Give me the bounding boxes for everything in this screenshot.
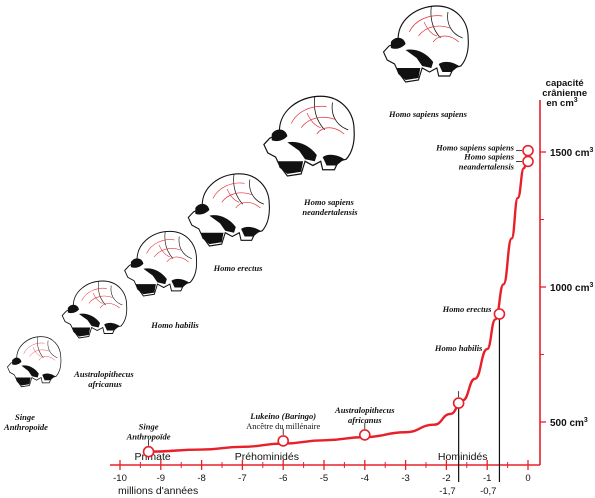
y-axis-label-line: crânienne (542, 88, 587, 99)
data-point-label-line: Homo erectus (442, 304, 493, 314)
skull-label-australopithecus: Australopithecus africanus (73, 369, 136, 389)
data-point-label-line: Homo sapiens sapiens (435, 143, 515, 153)
skull-australopithecus (61, 280, 128, 339)
data-point-label-line: neandertalensis (459, 161, 515, 171)
y-axis-label-line: en cm (546, 98, 573, 109)
skull-label-line: neandertalensis (302, 207, 358, 217)
x-tick-label: -6 (279, 473, 287, 484)
data-point (522, 144, 534, 157)
period-label: Préhominidés (235, 451, 299, 463)
marker-value-label: -0,7 (480, 486, 496, 497)
skull-sapiens (382, 5, 469, 83)
x-axis-ticks (119, 460, 529, 470)
data-point-label: Homo sapiens sapiens (435, 143, 515, 153)
y-axis-tick-labels: 500 cm3 1000 cm3 1500 cm3 (550, 147, 593, 429)
x-tick-label: -2 (442, 473, 450, 484)
data-point (277, 435, 290, 447)
data-point (452, 397, 465, 409)
x-axis-label: millions d'années (118, 485, 198, 497)
data-point (142, 445, 155, 458)
skull-label-line: Homo sapiens (303, 197, 355, 207)
skull-label-habilis: Homo habilis (150, 320, 199, 330)
x-tick-label: -4 (361, 473, 369, 484)
data-point-label-line: Singe (139, 422, 159, 432)
data-point (358, 429, 371, 441)
skull-label-line: Homo sapiens sapiens (388, 109, 468, 119)
skull-label-sapiens: Homo sapiens sapiens (388, 109, 468, 119)
skull-singe (7, 336, 62, 388)
data-point-label-line: Ancêtre du millénaire (246, 421, 320, 431)
y-axis-ticks (540, 151, 546, 423)
skull-label-line: Anthropoïde (3, 422, 48, 432)
skull-neandertalensis (263, 95, 355, 177)
data-point-label-line: Anthropoïde (126, 432, 171, 442)
data-point (522, 155, 534, 168)
data-point-label: Homo erectus (442, 304, 493, 314)
y-axis-label-sup: 3 (574, 97, 578, 104)
data-point-label-line: Homo sapiens (463, 151, 515, 161)
data-point-label: Lukeino (Baringo) Ancêtre du millénaire (246, 411, 320, 431)
y-axis-label-line: capacité (546, 78, 584, 89)
skull-erectus (187, 173, 270, 247)
x-tick-label: -7 (238, 473, 246, 484)
period-labels: Primate Préhominidés Hominidés (135, 451, 488, 463)
x-tick-label: -10 (113, 473, 127, 484)
data-point-label: Singe Anthropoïde (126, 422, 171, 442)
y-tick-label: 1000 cm3 (550, 282, 593, 294)
skull-label-singe: Singe Anthropoïde (3, 412, 48, 432)
skull-label-line: Singe (15, 412, 35, 422)
y-axis-label: capacité crânienne en cm3 (542, 78, 590, 109)
skull-label-line: africanus (88, 379, 122, 389)
period-label: Hominidés (438, 451, 488, 463)
x-tick-label: -9 (157, 473, 165, 484)
x-tick-label: 0 (525, 473, 530, 484)
skull-label-line: Homo erectus (213, 263, 264, 273)
x-tick-label: -3 (401, 473, 409, 484)
y-tick-label: 1500 cm3 (550, 147, 593, 159)
x-tick-label: -5 (320, 473, 328, 484)
skull-label-erectus: Homo erectus (213, 263, 264, 273)
marker-value-label: -1,7 (439, 486, 455, 497)
x-axis-tick-labels: -10 -9 -8 -7 -6 -5 -4 -3 -2 -1 0 (113, 473, 531, 484)
data-point-label-line: Australopithecus (334, 405, 395, 415)
data-point-label-line: Homo habilis (434, 343, 483, 353)
data-points (142, 144, 534, 458)
y-tick-label: 500 cm3 (550, 417, 588, 429)
data-point-label: Australopithecus africanus (334, 405, 395, 425)
data-point-label: Homo habilis (434, 343, 483, 353)
data-point-labels: Singe Anthropoïde Lukeino (Baringo) Ancêtre… (126, 143, 522, 446)
data-point-label: Homo sapiens neandertalensis (459, 151, 515, 171)
data-point (493, 308, 506, 320)
marker-lines: -1,7 -0,7 (439, 314, 501, 497)
skull-label-line: Homo habilis (150, 320, 199, 330)
skull-habilis (124, 230, 198, 297)
skull-label-neandertalensis: Homo sapiens neandertalensis (302, 197, 358, 217)
x-tick-label: -8 (197, 473, 205, 484)
x-tick-label: -1 (483, 473, 491, 484)
data-point-label-line: Lukeino (Baringo) (249, 411, 316, 421)
skull-label-line: Australopithecus (73, 369, 134, 379)
data-point-label-line: africanus (348, 415, 382, 425)
